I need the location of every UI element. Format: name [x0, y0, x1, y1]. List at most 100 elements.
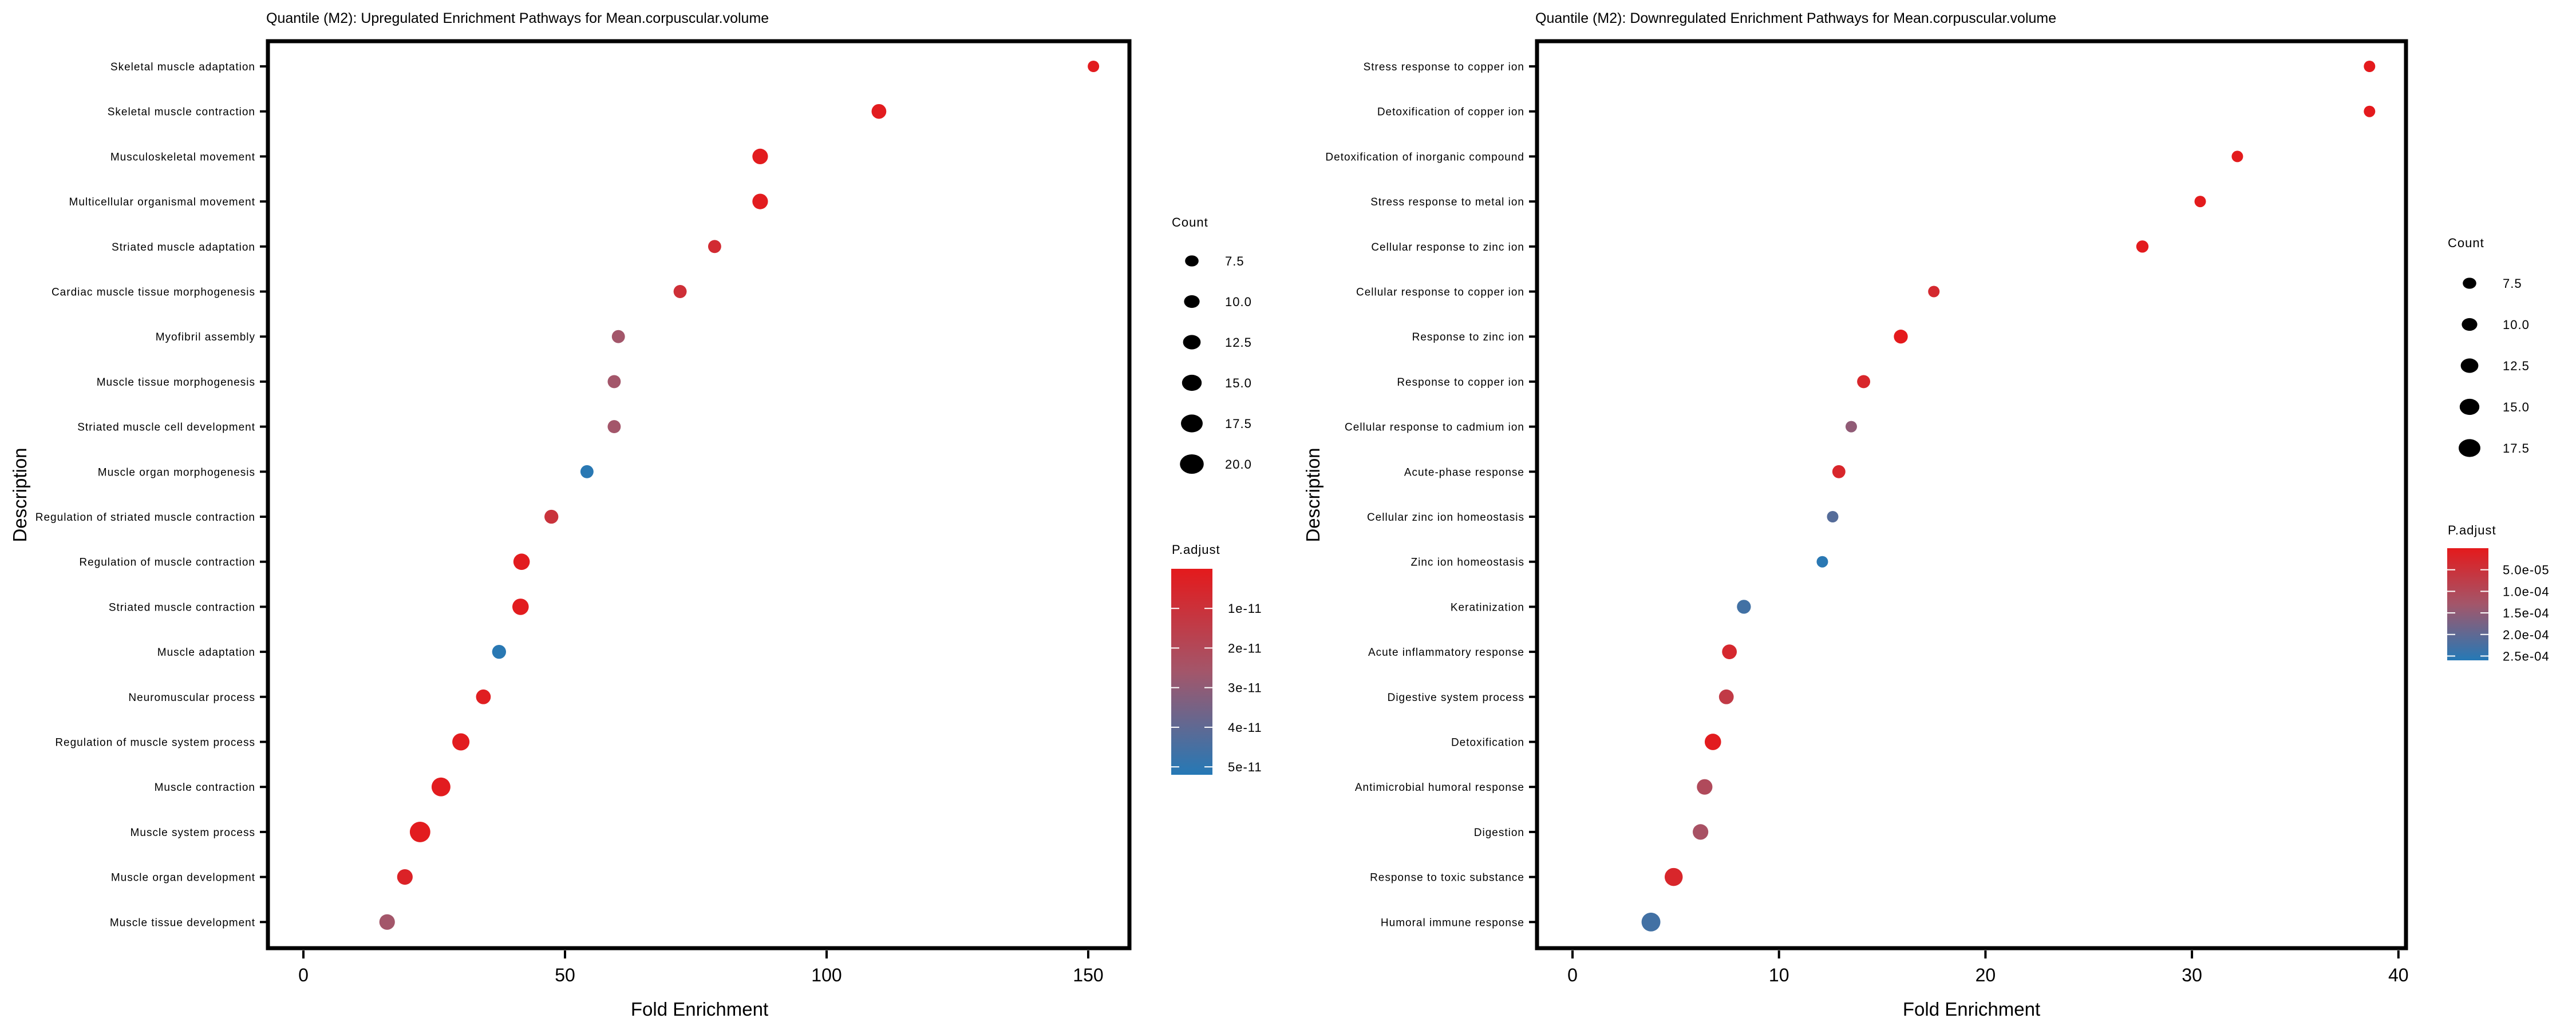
- y-tick-label: Keratinization: [1451, 601, 1524, 613]
- y-tick-label: Humoral immune response: [1381, 917, 1524, 929]
- size-legend-key: [1182, 374, 1202, 391]
- colorbar-label: 3e-11: [1228, 681, 1262, 695]
- data-point: [476, 689, 491, 704]
- data-point: [1664, 867, 1683, 886]
- y-tick-label: Striated muscle cell development: [77, 422, 255, 434]
- y-tick-label: Muscle contraction: [155, 782, 255, 794]
- y-tick-label: Acute inflammatory response: [1368, 647, 1524, 659]
- data-point: [397, 869, 413, 885]
- data-point: [1697, 779, 1713, 795]
- y-tick-label: Muscle adaptation: [157, 647, 255, 659]
- color-legend-title: P.adjust: [2448, 523, 2496, 537]
- size-legend-label: 7.5: [1225, 254, 1244, 268]
- data-point: [1693, 824, 1709, 840]
- y-tick-label: Digestive system process: [1388, 692, 1524, 704]
- x-tick-label: 30: [2182, 965, 2202, 985]
- data-point: [1928, 286, 1940, 298]
- size-legend-key: [2460, 358, 2479, 373]
- y-tick-label: Detoxification of copper ion: [1377, 106, 1524, 118]
- colorbar-label: 1e-11: [1228, 601, 1262, 616]
- colorbar-label: 4e-11: [1228, 720, 1262, 735]
- y-tick-label: Striated muscle contraction: [109, 601, 255, 613]
- data-point: [409, 821, 430, 842]
- y-tick-label: Regulation of muscle contraction: [79, 557, 255, 569]
- size-legend-key: [2459, 439, 2480, 457]
- y-tick-label: Detoxification of inorganic compound: [1325, 151, 1524, 163]
- plot-frame: [1535, 39, 2408, 950]
- legend: Count P.adjust 7.5 10.0 12.5 15.0 17.5 5.0e-0…: [2447, 236, 2550, 663]
- size-legend-key: [2459, 398, 2480, 415]
- x-tick-label: 0: [1567, 965, 1578, 985]
- size-legend-label: 17.5: [2503, 441, 2530, 455]
- y-tick-label: Regulation of striated muscle contractio…: [35, 512, 255, 524]
- data-point: [611, 330, 625, 343]
- y-tick-label: Cardiac muscle tissue morphogenesis: [52, 287, 255, 299]
- y-tick-label: Musculoskeletal movement: [110, 151, 255, 163]
- y-axis-label: Description: [1302, 447, 1323, 542]
- data-point: [1857, 375, 1871, 389]
- data-point: [1845, 421, 1857, 433]
- data-point: [492, 644, 506, 659]
- y-tick-label: Muscle tissue morphogenesis: [97, 377, 255, 389]
- y-tick-label: Striated muscle adaptation: [112, 241, 255, 253]
- size-legend-key: [1181, 414, 1203, 433]
- data-point: [1641, 912, 1661, 932]
- y-tick-label: Zinc ion homeostasis: [1411, 557, 1524, 569]
- data-point: [2364, 61, 2376, 72]
- data-point: [752, 148, 768, 164]
- data-point: [708, 240, 721, 253]
- data-point: [431, 777, 451, 797]
- y-tick-label: Cellular response to cadmium ion: [1345, 422, 1524, 434]
- panel-downregulated: Quantile (M2): Downregulated Enrichment …: [1302, 10, 2550, 1020]
- y-tick-label: Muscle organ morphogenesis: [98, 466, 255, 478]
- size-legend-title: Count: [2448, 236, 2484, 250]
- y-tick-label: Multicellular organismal movement: [69, 196, 256, 208]
- x-axis-label: Fold Enrichment: [631, 999, 768, 1020]
- data-point: [2364, 105, 2376, 117]
- x-tick-label: 40: [2388, 965, 2409, 985]
- data-point: [1827, 511, 1839, 522]
- y-tick-label: Cellular response to zinc ion: [1371, 241, 1524, 253]
- data-point: [2231, 150, 2243, 163]
- y-tick-label: Detoxification: [1451, 737, 1524, 749]
- x-tick-label: 100: [811, 965, 841, 985]
- data-point: [544, 509, 559, 524]
- data-point: [2194, 196, 2206, 208]
- panel-upregulated: Quantile (M2): Upregulated Enrichment Pa…: [9, 10, 1262, 1020]
- size-legend-title: Count: [1172, 215, 1208, 229]
- colorbar: [1171, 569, 1212, 775]
- x-axis-label: Fold Enrichment: [1903, 999, 2040, 1020]
- y-tick-label: Cellular zinc ion homeostasis: [1367, 512, 1524, 524]
- data-point: [1894, 330, 1908, 344]
- chart-title: Quantile (M2): Downregulated Enrichment …: [1535, 10, 2056, 26]
- colorbar: [2447, 548, 2488, 660]
- size-legend-key: [2462, 318, 2478, 331]
- colorbar-label: 1.0e-04: [2503, 584, 2550, 599]
- y-tick-label: Response to copper ion: [1397, 377, 1524, 389]
- y-tick-label: Neuromuscular process: [128, 692, 255, 704]
- data-point: [1816, 556, 1828, 568]
- size-legend-key: [1184, 295, 1200, 308]
- data-point: [1088, 61, 1100, 72]
- size-legend-key: [1180, 454, 1204, 474]
- color-legend-title: P.adjust: [1172, 542, 1220, 557]
- colorbar-label: 5.0e-05: [2503, 563, 2550, 577]
- data-point: [607, 420, 621, 434]
- y-tick-label: Muscle system process: [131, 827, 255, 839]
- size-legend-key: [1185, 255, 1199, 267]
- data-point: [513, 553, 530, 571]
- legend: Count P.adjust 7.5 10.0 12.5 15.0 17.5 20.0 1e…: [1171, 215, 1262, 775]
- x-tick-label: 0: [298, 965, 309, 985]
- y-tick-label: Stress response to copper ion: [1364, 61, 1524, 73]
- data-point: [452, 733, 470, 751]
- y-tick-label: Myofibril assembly: [156, 331, 255, 343]
- plot-area: Stress response to copper ion Detoxificat…: [1325, 61, 2409, 985]
- y-tick-label: Antimicrobial humoral response: [1355, 782, 1524, 794]
- chart-title: Quantile (M2): Upregulated Enrichment Pa…: [266, 10, 769, 26]
- y-axis-label: Description: [9, 447, 30, 542]
- x-tick-label: 20: [1976, 965, 1996, 985]
- plot-area: Skeletal muscle adaptation Skeletal muscl…: [35, 61, 1104, 985]
- data-point: [512, 599, 529, 615]
- size-legend-label: 20.0: [1225, 457, 1252, 472]
